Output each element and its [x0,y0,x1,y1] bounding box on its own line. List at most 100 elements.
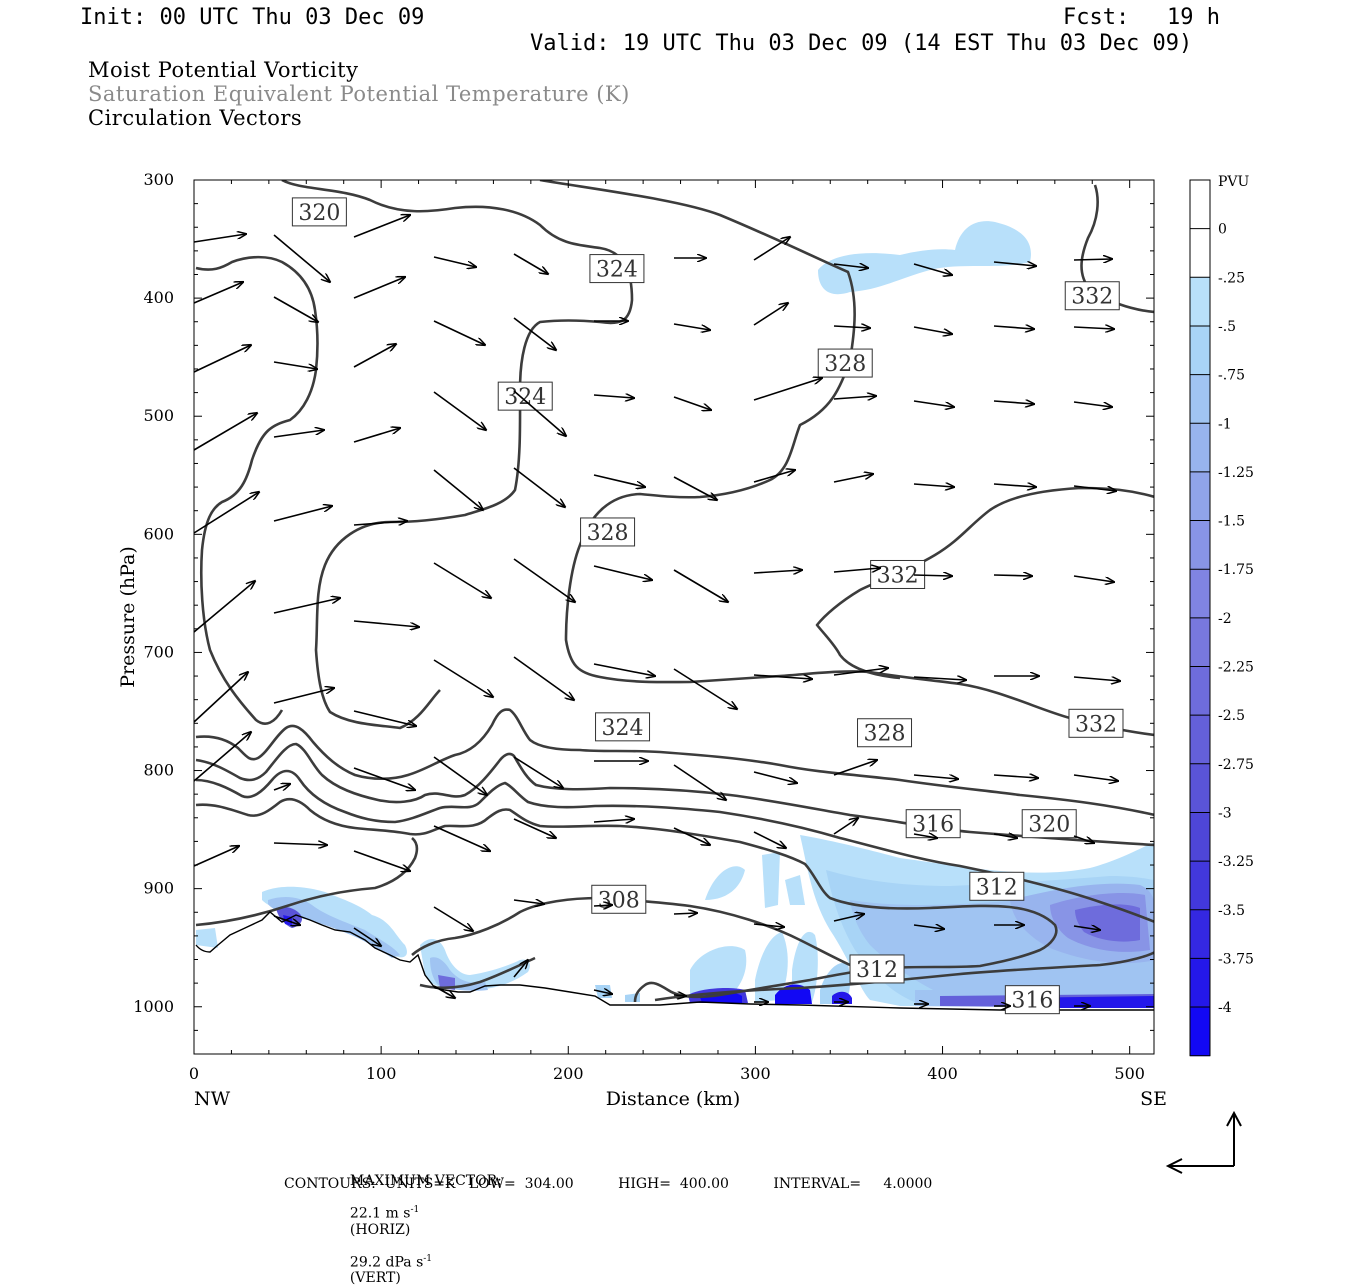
colorbar-label: -1.75 [1218,562,1254,578]
init-time: Init: 00 UTC Thu 03 Dec 09 [80,5,425,30]
svg-text:332: 332 [877,563,919,588]
x-tick-label: 100 [366,1064,397,1083]
svg-text:328: 328 [864,722,906,747]
colorbar-swatch [1190,958,1210,1008]
contour-info: CONTOURS: UNITS=K LOW= 304.00 HIGH= 400.… [284,1176,933,1192]
colorbar-label: -2 [1218,611,1232,627]
colorbar-swatch [1190,763,1210,813]
x-end-right-label: SE [1140,1088,1167,1110]
colorbar-label: -1 [1218,416,1232,432]
colorbar-label: -.25 [1218,270,1245,286]
colorbar-swatch [1190,715,1210,765]
y-tick-label: 700 [143,642,174,661]
svg-text:324: 324 [504,385,546,410]
svg-text:312: 312 [856,958,898,983]
x-tick-label: 500 [1114,1064,1145,1083]
colorbar-label: -3.75 [1218,951,1254,967]
max-vector-horiz: 22.1 m s [349,1205,411,1222]
cross-section-chart: 324 320 332 328 324 328 332 324 328 332 316 320 312 3… [117,170,1254,1174]
title-theta-es: Saturation Equivalent Potential Temperat… [88,82,630,106]
colorbar-swatch [1190,471,1210,522]
x-tick-label: 300 [740,1064,771,1083]
contour-label: 308 [591,884,647,914]
terrain-line [195,911,1154,1011]
contour-label: 332 [1068,708,1124,738]
colorbar-swatch [1190,325,1210,376]
svg-text:332: 332 [1075,712,1117,737]
contour-label: 332 [1064,281,1120,311]
contour-label: 324 [595,712,651,742]
x-end-left-label: NW [194,1088,231,1110]
valid-time: Valid: 19 UTC Thu 03 Dec 09 (14 EST Thu … [530,31,1193,56]
svg-text:328: 328 [587,521,629,546]
svg-text:316: 316 [912,813,954,838]
contour-label: 324 [497,381,553,411]
colorbar-label: -2.25 [1218,660,1254,676]
y-tick-label: 800 [143,761,174,780]
colorbar-label: -3.25 [1218,854,1254,870]
x-axis-label: Distance (km) [606,1088,741,1110]
colorbar-swatch [1190,861,1210,911]
colorbar-swatch [1190,423,1210,473]
colorbar-label: -4 [1218,1000,1232,1016]
colorbar-swatch [1190,569,1210,619]
svg-text:320: 320 [1028,813,1070,838]
contour-label: 324 [589,254,645,284]
colorbar-swatch [1190,909,1210,959]
x-tick-label: 400 [927,1064,958,1083]
max-vector-vert-unit: (VERT) [349,1270,401,1286]
colorbar-label: -.5 [1218,319,1236,335]
x-tick-label: 200 [553,1064,584,1083]
colorbar-swatch [1190,812,1210,862]
title-mpv: Moist Potential Vorticity [88,58,359,82]
contour-label: 316 [1004,985,1060,1015]
contour-label: 328 [580,517,636,547]
colorbar-label: -1.25 [1218,465,1254,481]
colorbar-swatch [1190,228,1210,278]
contour-label: 328 [857,718,913,748]
y-axis-label: Pressure (hPa) [117,546,139,688]
y-axis-ticks: 300 400 500 600 700 800 900 1000 [133,170,1154,1016]
y-tick-label: 600 [143,524,174,543]
y-tick-label: 1000 [133,997,174,1016]
svg-text:308: 308 [598,888,640,913]
colorbar-swatch [1190,520,1210,570]
colorbar-label: -2.5 [1218,708,1245,724]
y-tick-label: 900 [143,879,174,898]
contour-label: 320 [1021,809,1077,839]
forecast-hour: 19 h [1167,5,1220,30]
svg-text:324: 324 [596,258,638,283]
title-vectors: Circulation Vectors [88,106,303,130]
colorbar-label: -.75 [1218,368,1245,384]
max-vector-horiz-exp: -1 [410,1205,420,1215]
colorbar-swatch [1190,617,1210,667]
colorbar-label: 0 [1218,222,1227,238]
colorbar-swatch [1190,1007,1210,1057]
reference-vector [1165,1110,1242,1174]
contour-label: 312 [849,954,905,984]
colorbar-label: -2.75 [1218,757,1254,773]
plot-frame [193,179,1155,1055]
contour-label: 320 [291,197,347,227]
colorbar-label: -3 [1218,805,1232,821]
svg-text:320: 320 [298,201,340,226]
svg-text:328: 328 [824,352,866,377]
svg-text:332: 332 [1071,285,1113,310]
y-tick-label: 400 [143,288,174,307]
max-vector-horiz-unit: (HORIZ) [349,1221,411,1238]
circulation-vectors [193,215,1120,1006]
x-tick-label: 0 [189,1064,199,1083]
contour-label: 328 [817,348,873,378]
svg-text:312: 312 [976,875,1018,900]
max-vector-vert-exp: -1 [423,1253,433,1264]
colorbar-unit: PVU [1218,174,1250,190]
colorbar-swatch [1190,666,1210,716]
x-axis-ticks: 0 100 200 300 400 500 [189,180,1145,1083]
svg-text:316: 316 [1011,989,1053,1014]
y-tick-label: 300 [143,170,174,189]
colorbar-swatch [1190,180,1210,230]
pv-colorbar: 0 -.25 -.5 -.75 -1 -1.25 -1.5 -1.75 -2 -2.25 -2.5 -… [1189,179,1254,1057]
max-vector-label: MAXIMUM VECTOR: [349,1173,502,1189]
forecast-label: Fcst: [1063,5,1130,30]
colorbar-swatch [1190,374,1210,424]
